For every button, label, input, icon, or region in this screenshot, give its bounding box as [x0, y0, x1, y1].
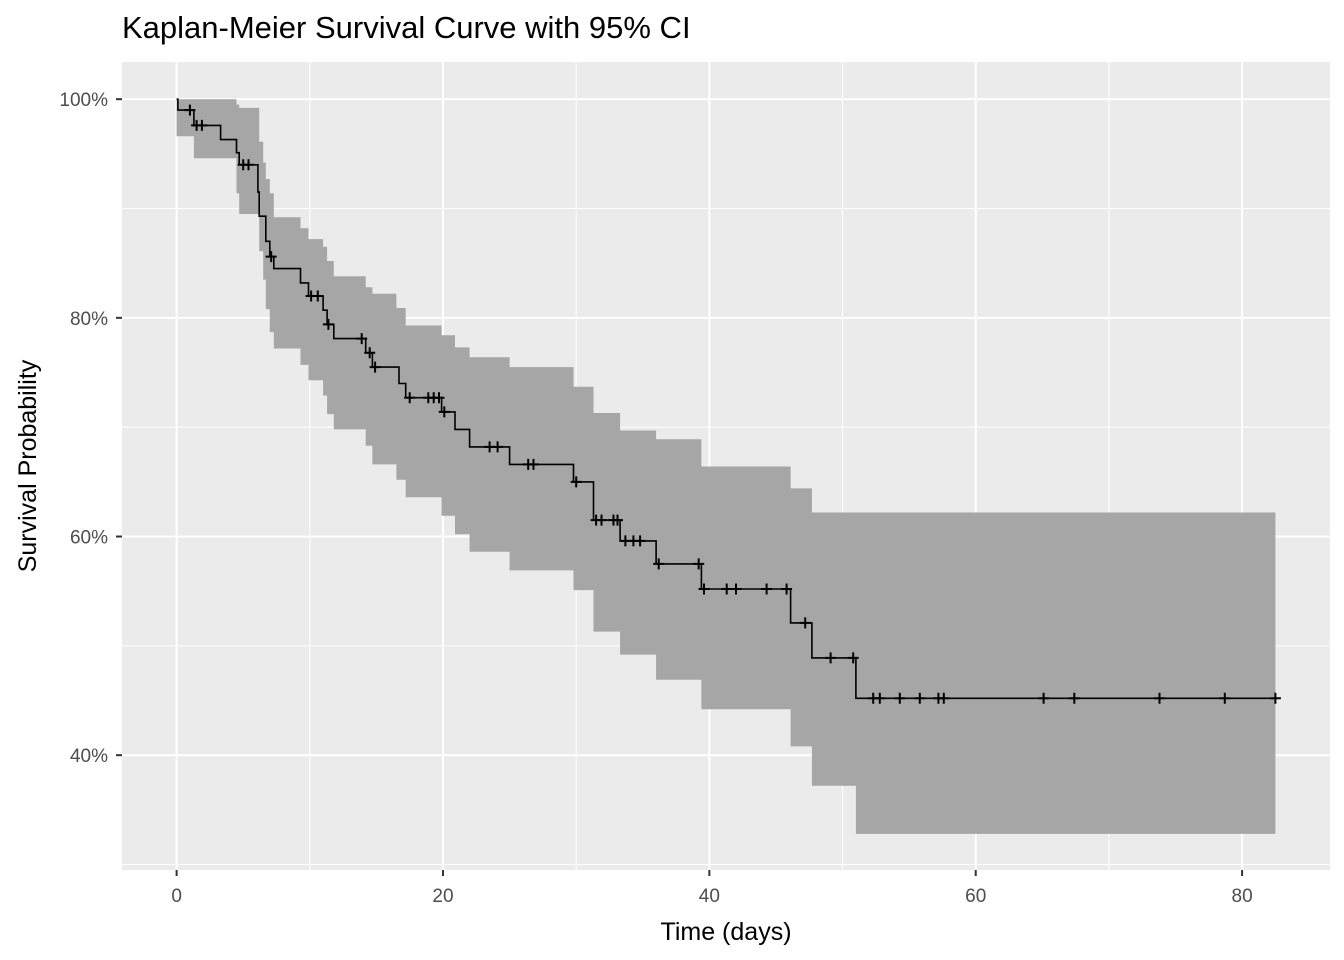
censor-mark [596, 514, 607, 526]
censor-mark [322, 318, 334, 330]
censor-mark [698, 583, 710, 595]
censor-mark [404, 392, 416, 404]
y-tick-label: 60% [70, 528, 108, 549]
censor-mark [433, 392, 445, 404]
censor-mark [438, 406, 450, 418]
x-axis-title: Time (days) [660, 918, 791, 946]
confidence-band [176, 99, 1276, 834]
x-tick-label: 0 [171, 886, 182, 907]
censor-mark [693, 558, 705, 570]
y-tick-label: 80% [70, 309, 108, 330]
censor-mark [799, 617, 811, 629]
y-axis: 40% 60% 80% 100% [59, 90, 122, 767]
censor-mark [369, 361, 381, 373]
chart-title: Kaplan-Meier Survival Curve with 95% CI [122, 10, 691, 45]
censor-mark [312, 290, 324, 302]
x-tick-label: 80 [1232, 886, 1253, 907]
censor-mark [825, 652, 837, 664]
censor-mark [528, 458, 539, 470]
censor-mark [612, 514, 623, 526]
censor-mark [265, 251, 277, 263]
censor-mark [1154, 692, 1165, 704]
censor-mark [364, 347, 376, 359]
censor-mark [1219, 692, 1231, 704]
y-tick-label: 100% [59, 90, 108, 111]
ci-ribbon [176, 99, 1276, 834]
censor-mark [653, 558, 665, 570]
censor-mark [874, 692, 886, 704]
y-axis-title: Survival Probability [14, 359, 42, 572]
censor-mark [914, 692, 926, 704]
censor-mark [847, 652, 859, 664]
censor-mark [1038, 692, 1050, 704]
y-tick-label: 40% [70, 746, 108, 767]
censor-mark [721, 583, 733, 595]
x-tick-label: 40 [699, 886, 720, 907]
censor-mark [634, 535, 646, 547]
censor-mark [1269, 692, 1281, 704]
censor-marks [184, 104, 1281, 704]
censor-mark [938, 692, 950, 704]
censor-mark [243, 159, 254, 171]
censor-mark [184, 104, 196, 116]
censor-mark [894, 692, 906, 704]
censor-mark [570, 476, 582, 488]
x-axis: 0 20 40 60 80 [171, 870, 1253, 907]
censor-mark [356, 333, 368, 345]
censor-mark [730, 583, 742, 595]
censor-mark [761, 583, 773, 595]
censor-mark [781, 583, 793, 595]
x-tick-label: 20 [432, 886, 453, 907]
censor-mark [1068, 692, 1080, 704]
censor-mark [492, 441, 504, 453]
x-tick-label: 60 [965, 886, 986, 907]
censor-mark [196, 119, 208, 131]
